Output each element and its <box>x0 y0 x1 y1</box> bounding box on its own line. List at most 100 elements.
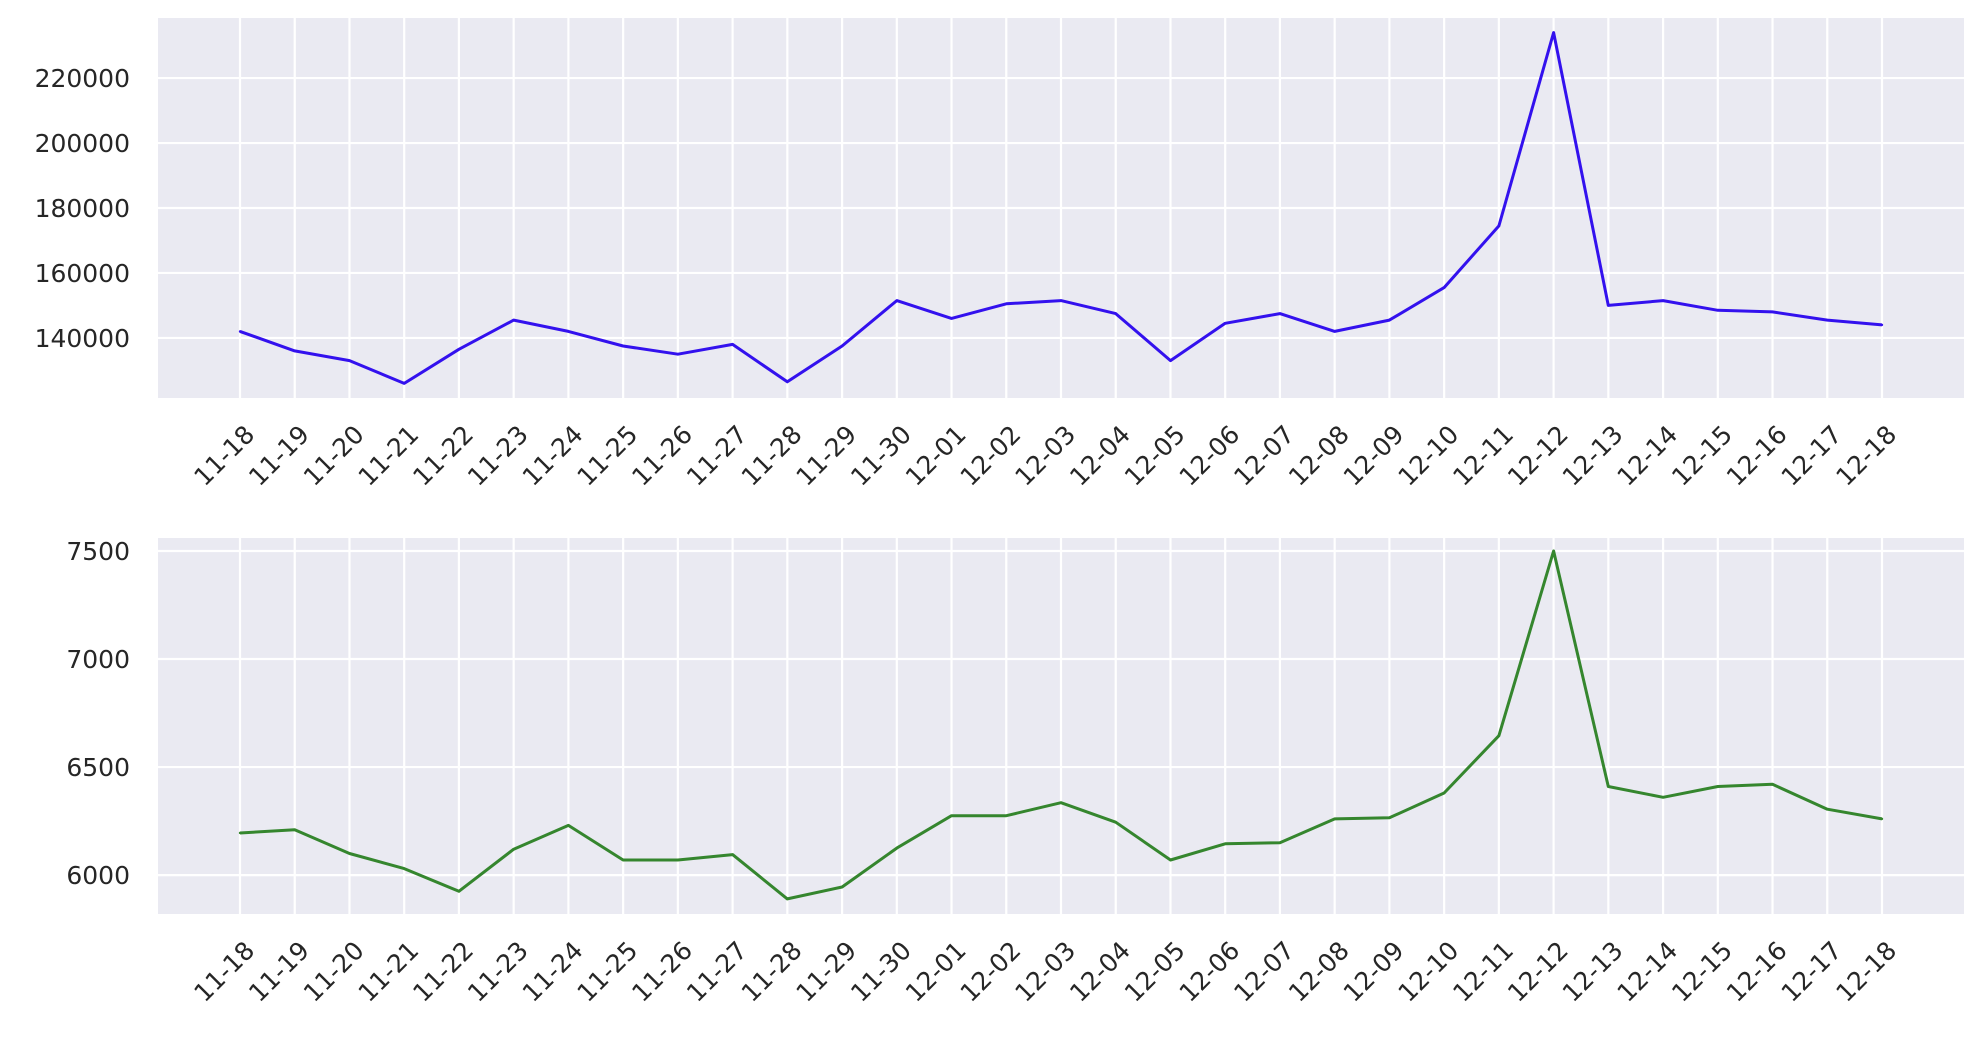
x-tick-label: 12-02 <box>955 936 1027 1008</box>
data-point <box>1552 549 1555 553</box>
x-tick-label: 12-12 <box>1502 936 1574 1008</box>
x-tick-label: 11-24 <box>517 936 589 1008</box>
data-point <box>1169 359 1172 362</box>
data-point <box>1169 858 1172 862</box>
x-tick-label: 11-27 <box>681 420 753 492</box>
x-tick-label: 11-22 <box>407 936 479 1008</box>
data-point <box>1278 312 1282 315</box>
data-point <box>512 318 515 322</box>
data-point <box>950 814 953 817</box>
x-tick-label: 11-26 <box>626 420 698 492</box>
x-tick-label: 12-03 <box>1009 936 1081 1008</box>
data-point <box>1442 286 1446 289</box>
data-point <box>1552 31 1555 34</box>
data-point <box>403 867 406 870</box>
data-point <box>676 352 680 356</box>
x-tick-label: 11-27 <box>681 936 753 1008</box>
data-point <box>1661 796 1665 799</box>
x-tick-label: 12-15 <box>1666 936 1738 1008</box>
data-point <box>1333 330 1336 333</box>
data-point <box>403 382 406 385</box>
data-point <box>840 885 844 889</box>
x-tick-label: 12-18 <box>1830 420 1902 492</box>
data-point <box>457 890 461 893</box>
x-tick-label: 11-18 <box>188 936 260 1008</box>
x-tick-label: 11-19 <box>243 420 315 492</box>
data-point <box>1114 312 1117 315</box>
x-tick-label: 12-01 <box>900 420 972 492</box>
data-point <box>293 828 296 831</box>
x-tick-label: 12-04 <box>1064 420 1136 492</box>
x-tick-label: 11-26 <box>626 936 698 1008</box>
x-tick-label: 12-14 <box>1611 936 1683 1008</box>
x-tick-label: 12-11 <box>1447 936 1519 1008</box>
x-tick-label: 11-25 <box>571 420 643 492</box>
data-point <box>840 344 844 348</box>
data-point <box>238 831 242 835</box>
data-point <box>1224 842 1227 845</box>
data-point <box>1388 816 1391 820</box>
x-tick-label: 12-10 <box>1392 420 1464 492</box>
data-point <box>1497 734 1501 737</box>
data-point <box>1388 318 1391 322</box>
x-tick-label: 12-05 <box>1119 936 1191 1008</box>
x-tick-label: 12-11 <box>1447 420 1519 492</box>
data-point <box>950 317 953 320</box>
data-point <box>1005 814 1008 817</box>
x-tick-label: 11-21 <box>353 420 425 492</box>
data-point <box>621 344 625 348</box>
x-tick-label: 12-07 <box>1228 420 1300 492</box>
data-point <box>1880 817 1884 821</box>
x-tick-label: 11-30 <box>845 420 917 492</box>
x-tick-label: 12-10 <box>1392 936 1464 1008</box>
x-tick-label: 11-20 <box>298 420 370 492</box>
x-tick-label: 11-29 <box>790 936 862 1008</box>
data-point <box>895 846 898 850</box>
data-point <box>1607 785 1610 788</box>
data-point <box>676 858 680 862</box>
y-tick-label: 6500 <box>66 753 130 782</box>
data-point <box>1442 791 1446 795</box>
data-point <box>1716 309 1720 312</box>
data-point <box>1059 801 1063 804</box>
data-point <box>238 330 242 333</box>
data-point <box>1059 299 1063 302</box>
x-tick-label: 12-13 <box>1557 936 1629 1008</box>
x-tick-label: 12-09 <box>1338 420 1410 492</box>
x-tick-label: 12-03 <box>1009 420 1081 492</box>
x-tick-label: 12-13 <box>1557 420 1629 492</box>
x-tick-label: 12-14 <box>1611 420 1683 492</box>
data-point <box>348 852 351 855</box>
data-point <box>786 380 789 383</box>
data-point <box>1224 322 1227 325</box>
data-point <box>1826 807 1829 811</box>
data-point <box>731 343 734 346</box>
x-tick-label: 11-19 <box>243 936 315 1008</box>
data-point <box>786 897 789 901</box>
y-tick-label: 200000 <box>35 129 130 158</box>
x-tick-label: 12-17 <box>1776 420 1848 492</box>
x-tick-label: 11-30 <box>845 936 917 1008</box>
x-tick-label: 11-28 <box>736 936 808 1008</box>
x-tick-label: 11-18 <box>188 420 260 492</box>
x-tick-label: 11-25 <box>571 936 643 1008</box>
x-tick-label: 11-24 <box>517 420 589 492</box>
top-line-chart: 140000 160000 180000 200000 220000 11-1811-19… <box>35 18 1964 492</box>
x-tick-label: 12-15 <box>1666 420 1738 492</box>
data-point <box>1771 783 1774 786</box>
bottom-line-chart: 600065007000750011-1811-1911-2011-2111-2… <box>66 537 1964 1008</box>
data-point <box>567 330 570 333</box>
x-tick-label: 12-16 <box>1721 936 1793 1008</box>
data-point <box>1716 785 1720 788</box>
x-tick-label: 12-02 <box>955 420 1027 492</box>
data-point <box>1278 841 1282 844</box>
x-tick-label: 12-09 <box>1338 936 1410 1008</box>
data-point <box>1607 304 1610 307</box>
data-point <box>895 299 898 302</box>
data-point <box>1114 820 1117 824</box>
x-tick-label: 12-04 <box>1064 936 1136 1008</box>
data-point <box>567 824 570 827</box>
x-tick-label: 12-01 <box>900 936 972 1008</box>
data-point <box>348 359 351 362</box>
